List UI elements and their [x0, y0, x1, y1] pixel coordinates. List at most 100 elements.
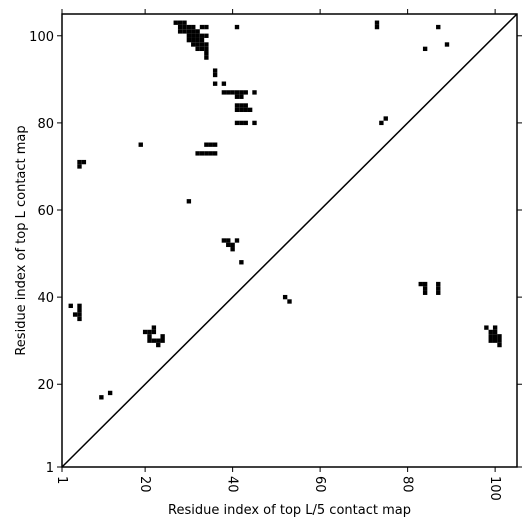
lower-triangle-contacts [68, 281, 502, 400]
contact-cell-upper [252, 120, 257, 126]
contact-cell-upper [199, 42, 205, 47]
upper-triangle-contacts [77, 20, 450, 265]
contact-cell-upper [191, 37, 196, 43]
contact-cell-upper [212, 72, 218, 78]
contact-cell-upper [212, 142, 218, 147]
contact-cell-upper [239, 120, 244, 126]
contact-cell-upper [186, 24, 192, 30]
x-axis-label: Residue index of top L/5 contact map [168, 503, 411, 518]
contact-cell-upper [444, 42, 450, 47]
contact-cell-upper [208, 142, 213, 147]
contact-cell-lower [436, 286, 441, 291]
contact-cell-lower [151, 329, 157, 335]
contact-cell-lower [68, 303, 73, 309]
contact-cell-upper [199, 24, 205, 30]
contact-cell-upper [173, 20, 178, 25]
contact-cell-upper [182, 24, 187, 30]
contact-cell-upper [186, 29, 192, 34]
contact-cell-upper [199, 33, 205, 38]
contact-cell-upper [234, 90, 240, 95]
contact-cell-upper [199, 151, 205, 156]
contact-cell-upper [81, 159, 87, 165]
contact-cell-lower [77, 316, 82, 322]
contact-cell-lower [147, 329, 152, 335]
contact-cell-upper [234, 103, 240, 108]
contact-cell-lower [497, 334, 502, 339]
contact-cell-upper [186, 37, 192, 43]
x-tick-label: 80 [400, 476, 415, 493]
contact-cell-upper [195, 46, 200, 52]
contact-cell-upper [204, 142, 209, 147]
contact-cell-upper [239, 94, 244, 99]
contact-cell-upper [226, 238, 231, 243]
contact-cell-upper [186, 199, 192, 204]
contact-cell-lower [156, 338, 161, 343]
contact-cell-upper [177, 24, 183, 30]
contact-cell-lower [282, 294, 288, 300]
contact-cell-upper [374, 24, 380, 30]
contact-cell-lower [436, 281, 441, 287]
contact-cell-upper [221, 81, 227, 86]
x-tick-label: 60 [312, 476, 327, 493]
contact-cell-upper [77, 159, 82, 165]
contact-cell-upper [226, 242, 231, 248]
contact-cell-upper [191, 42, 196, 47]
y-axis-ticks [57, 35, 522, 468]
contact-cell-lower [77, 312, 82, 317]
contact-cell-lower [147, 334, 152, 339]
contact-cell-upper [221, 90, 227, 95]
contact-cell-upper [243, 103, 248, 108]
x-tick-label: 40 [225, 476, 240, 493]
contact-cell-upper [212, 151, 218, 156]
contact-cell-upper [230, 242, 235, 248]
contact-cell-upper [234, 120, 240, 126]
y-tick-label: 40 [37, 291, 54, 306]
contact-cell-lower [422, 290, 428, 295]
contact-cell-upper [195, 42, 200, 47]
contact-cell-upper [191, 29, 196, 34]
y-axis-tick-labels: 1 20 40 60 80 100 [29, 30, 54, 476]
contact-cell-upper [204, 24, 209, 30]
plot-frame [61, 13, 518, 468]
x-tick-label: 20 [137, 476, 152, 493]
contact-cell-lower [497, 342, 502, 348]
contact-cell-upper [195, 33, 200, 38]
contact-cell-lower [492, 334, 498, 339]
contact-cell-lower [99, 395, 104, 400]
contact-cell-upper [221, 238, 227, 243]
y-tick-label: 80 [37, 117, 54, 132]
x-axis-tick-labels: 1 20 40 60 80 100 [54, 476, 502, 501]
contact-cell-lower [492, 329, 498, 335]
contact-cell-lower [287, 299, 292, 304]
contact-cell-upper [199, 46, 205, 52]
contact-cell-upper [234, 94, 240, 99]
contact-cell-upper [247, 107, 253, 113]
contact-cell-lower [151, 338, 157, 343]
contact-cell-upper [436, 24, 441, 30]
contact-cell-lower [77, 308, 82, 313]
contact-cell-upper [239, 260, 244, 265]
contact-cell-upper [230, 247, 235, 252]
contact-cell-lower [436, 290, 441, 295]
contact-cell-lower [488, 329, 493, 335]
contact-cell-upper [239, 107, 244, 113]
x-axis-ticks [61, 9, 496, 472]
contact-cell-lower [160, 334, 165, 339]
y-tick-label: 100 [29, 30, 54, 45]
contact-cell-upper [204, 33, 209, 38]
contact-cell-upper [77, 164, 82, 169]
contact-cell-lower [488, 338, 493, 343]
y-tick-label: 60 [37, 204, 54, 219]
contact-cell-lower [492, 325, 498, 330]
contact-cell-upper [177, 20, 183, 25]
contact-cell-lower [107, 390, 113, 396]
contact-cell-upper [138, 142, 143, 147]
contact-cell-lower [142, 329, 148, 335]
contact-cell-lower [147, 338, 152, 343]
contact-cell-upper [182, 20, 187, 25]
contact-cell-upper [191, 33, 196, 38]
contact-cell-upper [204, 55, 209, 60]
contact-cell-upper [422, 46, 428, 52]
contact-cell-upper [208, 151, 213, 156]
contact-cell-lower [151, 325, 157, 330]
